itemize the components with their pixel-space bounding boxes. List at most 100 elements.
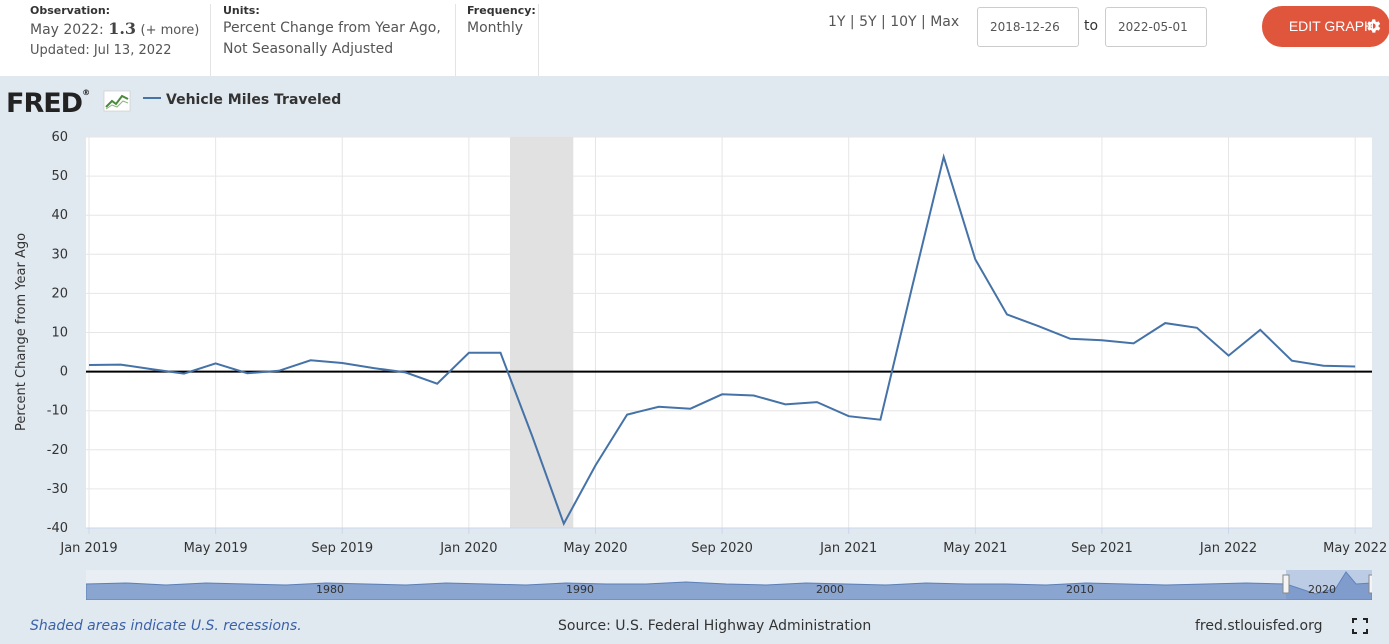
observation-panel: Observation: May 2022: 1.3 (+ more) Upda… (30, 4, 210, 76)
data-point[interactable] (1194, 325, 1199, 330)
range-separator: | (921, 14, 926, 30)
data-point[interactable] (403, 370, 408, 375)
y-tick-label: 20 (51, 286, 68, 301)
observation-label: Observation: (30, 4, 111, 17)
y-tick-label: -30 (47, 482, 68, 497)
y-tick-label: 40 (51, 208, 68, 223)
recession-note: Shaded areas indicate U.S. recessions. (30, 618, 302, 634)
y-tick-label: 0 (60, 365, 68, 380)
units-label: Units: (223, 4, 260, 17)
data-point[interactable] (1163, 321, 1168, 326)
units-line-2: Not Seasonally Adjusted (223, 41, 394, 57)
data-point[interactable] (656, 404, 661, 409)
navigator-left-handle[interactable] (1282, 574, 1290, 594)
data-point[interactable] (213, 361, 218, 366)
data-point[interactable] (688, 406, 693, 411)
data-point[interactable] (1036, 324, 1041, 329)
edit-graph-button[interactable]: EDIT GRAPH (1262, 6, 1389, 47)
navigator-label: 2020 (1308, 583, 1336, 596)
units-panel: Units: Percent Change from Year Ago, Not… (210, 4, 455, 76)
data-point[interactable] (941, 154, 946, 159)
fred-logo[interactable]: FRED® (6, 88, 90, 119)
legend-label: Vehicle Miles Traveled (166, 92, 342, 108)
x-tick-label: May 2022 (1323, 541, 1387, 556)
data-point[interactable] (340, 360, 345, 365)
registered-mark: ® (82, 88, 90, 97)
data-point[interactable] (815, 400, 820, 405)
y-tick-label: -20 (47, 443, 68, 458)
navigator-label: 1990 (566, 583, 594, 596)
x-tick-label: Jan 2022 (1199, 541, 1257, 556)
data-point[interactable] (720, 392, 725, 397)
data-point[interactable] (1289, 358, 1294, 363)
x-tick-label: May 2021 (943, 541, 1007, 556)
observation-value: 1.3 (108, 19, 137, 38)
data-point[interactable] (181, 371, 186, 376)
y-axis-title: Percent Change from Year Ago (14, 233, 29, 431)
observation-period: May 2022: (30, 22, 104, 38)
data-point[interactable] (878, 417, 883, 422)
data-point[interactable] (973, 257, 978, 262)
x-tick-label: Sep 2020 (691, 541, 753, 556)
gear-icon (1367, 19, 1381, 33)
x-tick-label: Jan 2020 (439, 541, 497, 556)
data-point[interactable] (846, 414, 851, 419)
navigator-selection[interactable] (1286, 570, 1372, 600)
observation-line: May 2022: 1.3 (+ more) (30, 18, 210, 41)
data-point[interactable] (435, 381, 440, 386)
data-point[interactable] (1321, 363, 1326, 368)
frequency-label: Frequency: (467, 4, 536, 17)
data-point[interactable] (593, 463, 598, 468)
site-link[interactable]: fred.stlouisfed.org (1195, 618, 1323, 634)
fred-logo-text: FRED (6, 88, 83, 119)
navigator-label: 2000 (816, 583, 844, 596)
data-point[interactable] (1004, 312, 1009, 317)
x-tick-label: Sep 2019 (311, 541, 373, 556)
data-point[interactable] (87, 362, 92, 367)
data-point[interactable] (910, 285, 915, 290)
data-point[interactable] (308, 358, 313, 363)
range-10y-link[interactable]: 10Y (890, 14, 917, 30)
data-point[interactable] (276, 368, 281, 373)
data-point[interactable] (783, 402, 788, 407)
updated-date: Updated: Jul 13, 2022 (30, 43, 172, 58)
navigator-right-handle[interactable] (1368, 574, 1372, 594)
data-point[interactable] (466, 350, 471, 355)
data-point[interactable] (751, 393, 756, 398)
data-point[interactable] (118, 362, 123, 367)
data-point[interactable] (498, 350, 503, 355)
frequency-value: Monthly (467, 20, 524, 36)
y-tick-label: 30 (51, 247, 68, 262)
y-tick-label: 60 (51, 130, 68, 145)
data-point[interactable] (371, 366, 376, 371)
x-tick-label: Sep 2021 (1071, 541, 1133, 556)
end-date-input[interactable] (1105, 7, 1207, 47)
range-navigator[interactable]: 1980 1990 2000 2010 2020 (86, 570, 1372, 600)
data-point[interactable] (1131, 341, 1136, 346)
y-tick-label: -10 (47, 404, 68, 419)
data-point[interactable] (1226, 353, 1231, 358)
range-5y-link[interactable]: 5Y (859, 14, 877, 30)
x-tick-label: Jan 2019 (59, 541, 117, 556)
range-max-link[interactable]: Max (930, 14, 960, 30)
data-point[interactable] (530, 434, 535, 439)
data-point[interactable] (150, 367, 155, 372)
navigator-label: 1980 (316, 583, 344, 596)
data-point[interactable] (1353, 364, 1358, 369)
x-tick-label: May 2020 (563, 541, 627, 556)
data-point[interactable] (1068, 336, 1073, 341)
data-point[interactable] (561, 521, 566, 526)
data-point[interactable] (1099, 338, 1104, 343)
range-links: 1Y | 5Y | 10Y | Max (828, 14, 959, 30)
range-1y-link[interactable]: 1Y (828, 14, 846, 30)
source-text: Source: U.S. Federal Highway Administrat… (558, 618, 872, 634)
data-point[interactable] (245, 371, 250, 376)
navigator-series (86, 571, 1372, 600)
edit-graph-label: EDIT GRAPH (1288, 18, 1375, 34)
line-chart[interactable]: 60 50 40 30 20 10 0 -10 -20 -30 -40 Jan 2019 May 20… (0, 120, 1389, 565)
data-point[interactable] (1258, 327, 1263, 332)
data-point[interactable] (625, 412, 630, 417)
observation-more-link[interactable]: (+ more) (140, 23, 200, 38)
start-date-input[interactable] (977, 7, 1079, 47)
fullscreen-icon[interactable] (1352, 618, 1368, 634)
